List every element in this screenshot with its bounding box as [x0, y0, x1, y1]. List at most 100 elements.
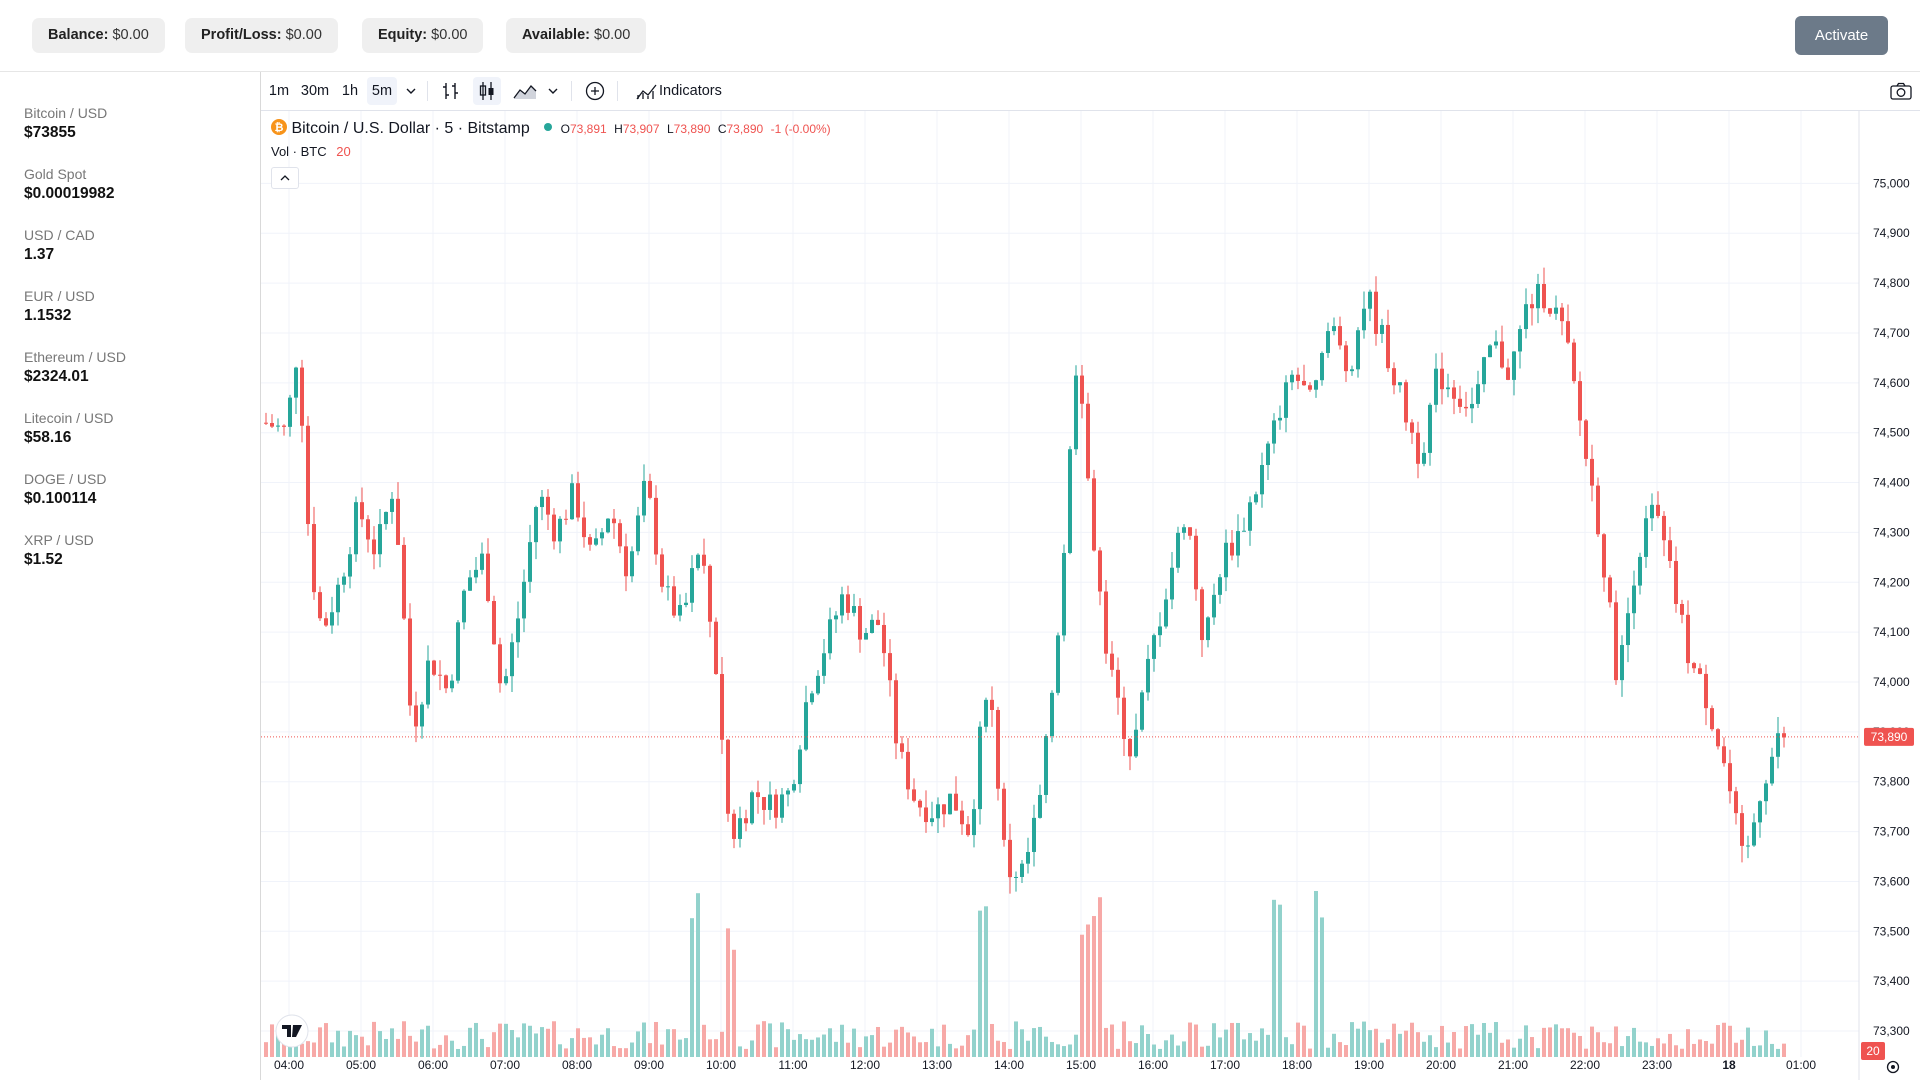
candle-body — [594, 538, 598, 545]
volume-bar — [804, 1039, 808, 1057]
volume-bar — [498, 1023, 502, 1057]
price-axis: 73,30073,40073,50073,60073,70073,80073,9… — [1873, 176, 1910, 1038]
candle-body — [1692, 663, 1696, 669]
volume-bar — [1374, 1028, 1378, 1057]
candle-style-icon[interactable] — [473, 77, 501, 105]
interval-5m[interactable]: 5m — [367, 77, 397, 105]
candle-body — [1608, 577, 1612, 603]
candle-body — [546, 496, 550, 515]
candle-body — [1278, 417, 1282, 421]
volume-bar — [1056, 1044, 1060, 1057]
volume-bar — [612, 1046, 616, 1057]
watchlist-item-eurusd[interactable]: EUR / USD 1.1532 — [24, 288, 95, 324]
candle-body — [282, 425, 286, 427]
candle-body — [1314, 380, 1318, 390]
symbol-title[interactable]: Bitcoin / U.S. Dollar · 5 · Bitstamp — [291, 120, 530, 137]
volume-bar — [276, 1027, 280, 1057]
bar-style-icon[interactable] — [437, 77, 465, 105]
candle-body — [1224, 542, 1228, 578]
candle-body — [348, 554, 352, 577]
candle-body — [840, 594, 844, 616]
candle-body — [966, 824, 970, 836]
candle-body — [684, 602, 688, 606]
candle-body — [1218, 577, 1222, 595]
chevron-down-icon[interactable] — [401, 77, 421, 105]
candle-body — [1710, 708, 1714, 730]
candle-body — [756, 792, 760, 798]
area-style-icon[interactable] — [511, 77, 539, 105]
candle-body — [1596, 485, 1600, 535]
watchlist-item-btc[interactable]: Bitcoin / USD $73855 — [24, 105, 108, 141]
price-chart[interactable]: 73,300 73,400 73,500 73,600 73,700 73,800 73,9… — [261, 111, 1920, 1080]
price-tick-label: 75,000 — [1873, 176, 1910, 190]
watchlist-item-xrp[interactable]: XRP / USD $1.52 — [24, 532, 94, 568]
watchlist-item-ltc[interactable]: Litecoin / USD $58.16 — [24, 410, 114, 446]
candle-body — [1266, 443, 1270, 466]
time-tick-label: 18:00 — [1282, 1058, 1312, 1072]
profit-loss-pill: Profit/Loss: $0.00 — [185, 18, 338, 53]
volume-bar — [1488, 1032, 1492, 1057]
candle-body — [1464, 406, 1468, 409]
interval-1m[interactable]: 1m — [268, 83, 290, 99]
volume-bar — [504, 1023, 508, 1057]
watchlist-item-usdcad[interactable]: USD / CAD 1.37 — [24, 227, 95, 263]
volume-bar — [1020, 1029, 1024, 1057]
chevron-down-icon[interactable] — [543, 77, 563, 105]
volume-bar — [1104, 1027, 1108, 1057]
chart-toolbar: 1m 30m 1h 5m Indicators — [261, 72, 1920, 111]
volume-bar — [426, 1025, 430, 1057]
tradingview-logo-icon[interactable] — [275, 1014, 309, 1048]
watchlist-item-doge[interactable]: DOGE / USD $0.100114 — [24, 471, 107, 507]
time-tick-label: 11:00 — [778, 1058, 807, 1072]
watchlist-item-eth[interactable]: Ethereum / USD $2324.01 — [24, 349, 126, 385]
volume-bar — [1554, 1024, 1558, 1057]
candle-body — [444, 675, 448, 689]
interval-1h[interactable]: 1h — [341, 83, 359, 99]
volume-bar — [1290, 1044, 1294, 1057]
volume-bar — [420, 1029, 424, 1057]
watchlist-item-gold[interactable]: Gold Spot $0.00019982 — [24, 166, 115, 202]
volume-bar — [1656, 1038, 1660, 1057]
volume-bar — [1008, 1048, 1012, 1057]
equity-pill: Equity: $0.00 — [362, 18, 484, 53]
candle-body — [648, 480, 652, 498]
indicators-button[interactable]: Indicators — [659, 83, 722, 99]
volume-bar — [1686, 1029, 1690, 1057]
volume-bar — [336, 1030, 340, 1057]
candle-body — [1734, 791, 1738, 814]
volume-bar — [372, 1021, 376, 1057]
volume-bar — [1620, 1046, 1624, 1057]
collapse-legend-button[interactable] — [271, 167, 299, 189]
volume-value: 20 — [336, 144, 351, 159]
settings-gear-icon[interactable] — [1886, 1060, 1900, 1074]
compare-add-icon[interactable] — [581, 77, 609, 105]
volume-bar — [1134, 1043, 1138, 1057]
candle-body — [1020, 863, 1024, 877]
volume-bar — [1074, 1034, 1078, 1057]
candle-body — [1062, 552, 1066, 636]
interval-30m[interactable]: 30m — [300, 83, 330, 99]
volume-bar — [576, 1028, 580, 1057]
volume-bar — [600, 1034, 604, 1057]
volume-bar — [1596, 1032, 1600, 1057]
volume-bar — [1284, 1037, 1288, 1057]
volume-bar — [552, 1021, 556, 1057]
camera-icon[interactable] — [1887, 77, 1915, 105]
candle-body — [1002, 788, 1006, 840]
volume-bar — [342, 1046, 346, 1057]
volume-bar — [1194, 1024, 1198, 1057]
time-tick-label: 21:00 — [1498, 1058, 1528, 1072]
candle-body — [1530, 304, 1534, 309]
volume-bar — [906, 1032, 910, 1057]
volume-bar — [1752, 1045, 1756, 1057]
indicators-icon[interactable] — [633, 77, 661, 105]
high-value: 73,907 — [622, 122, 660, 136]
volume-bar — [924, 1042, 928, 1057]
activate-button[interactable]: Activate — [1795, 16, 1888, 55]
profit-loss-value: $0.00 — [285, 27, 322, 43]
volume-label[interactable]: Vol · BTC — [271, 144, 327, 159]
volume-bar — [1548, 1027, 1552, 1057]
candle-body — [1728, 763, 1732, 792]
candle-body — [1152, 635, 1156, 659]
candle-body — [1158, 626, 1162, 636]
